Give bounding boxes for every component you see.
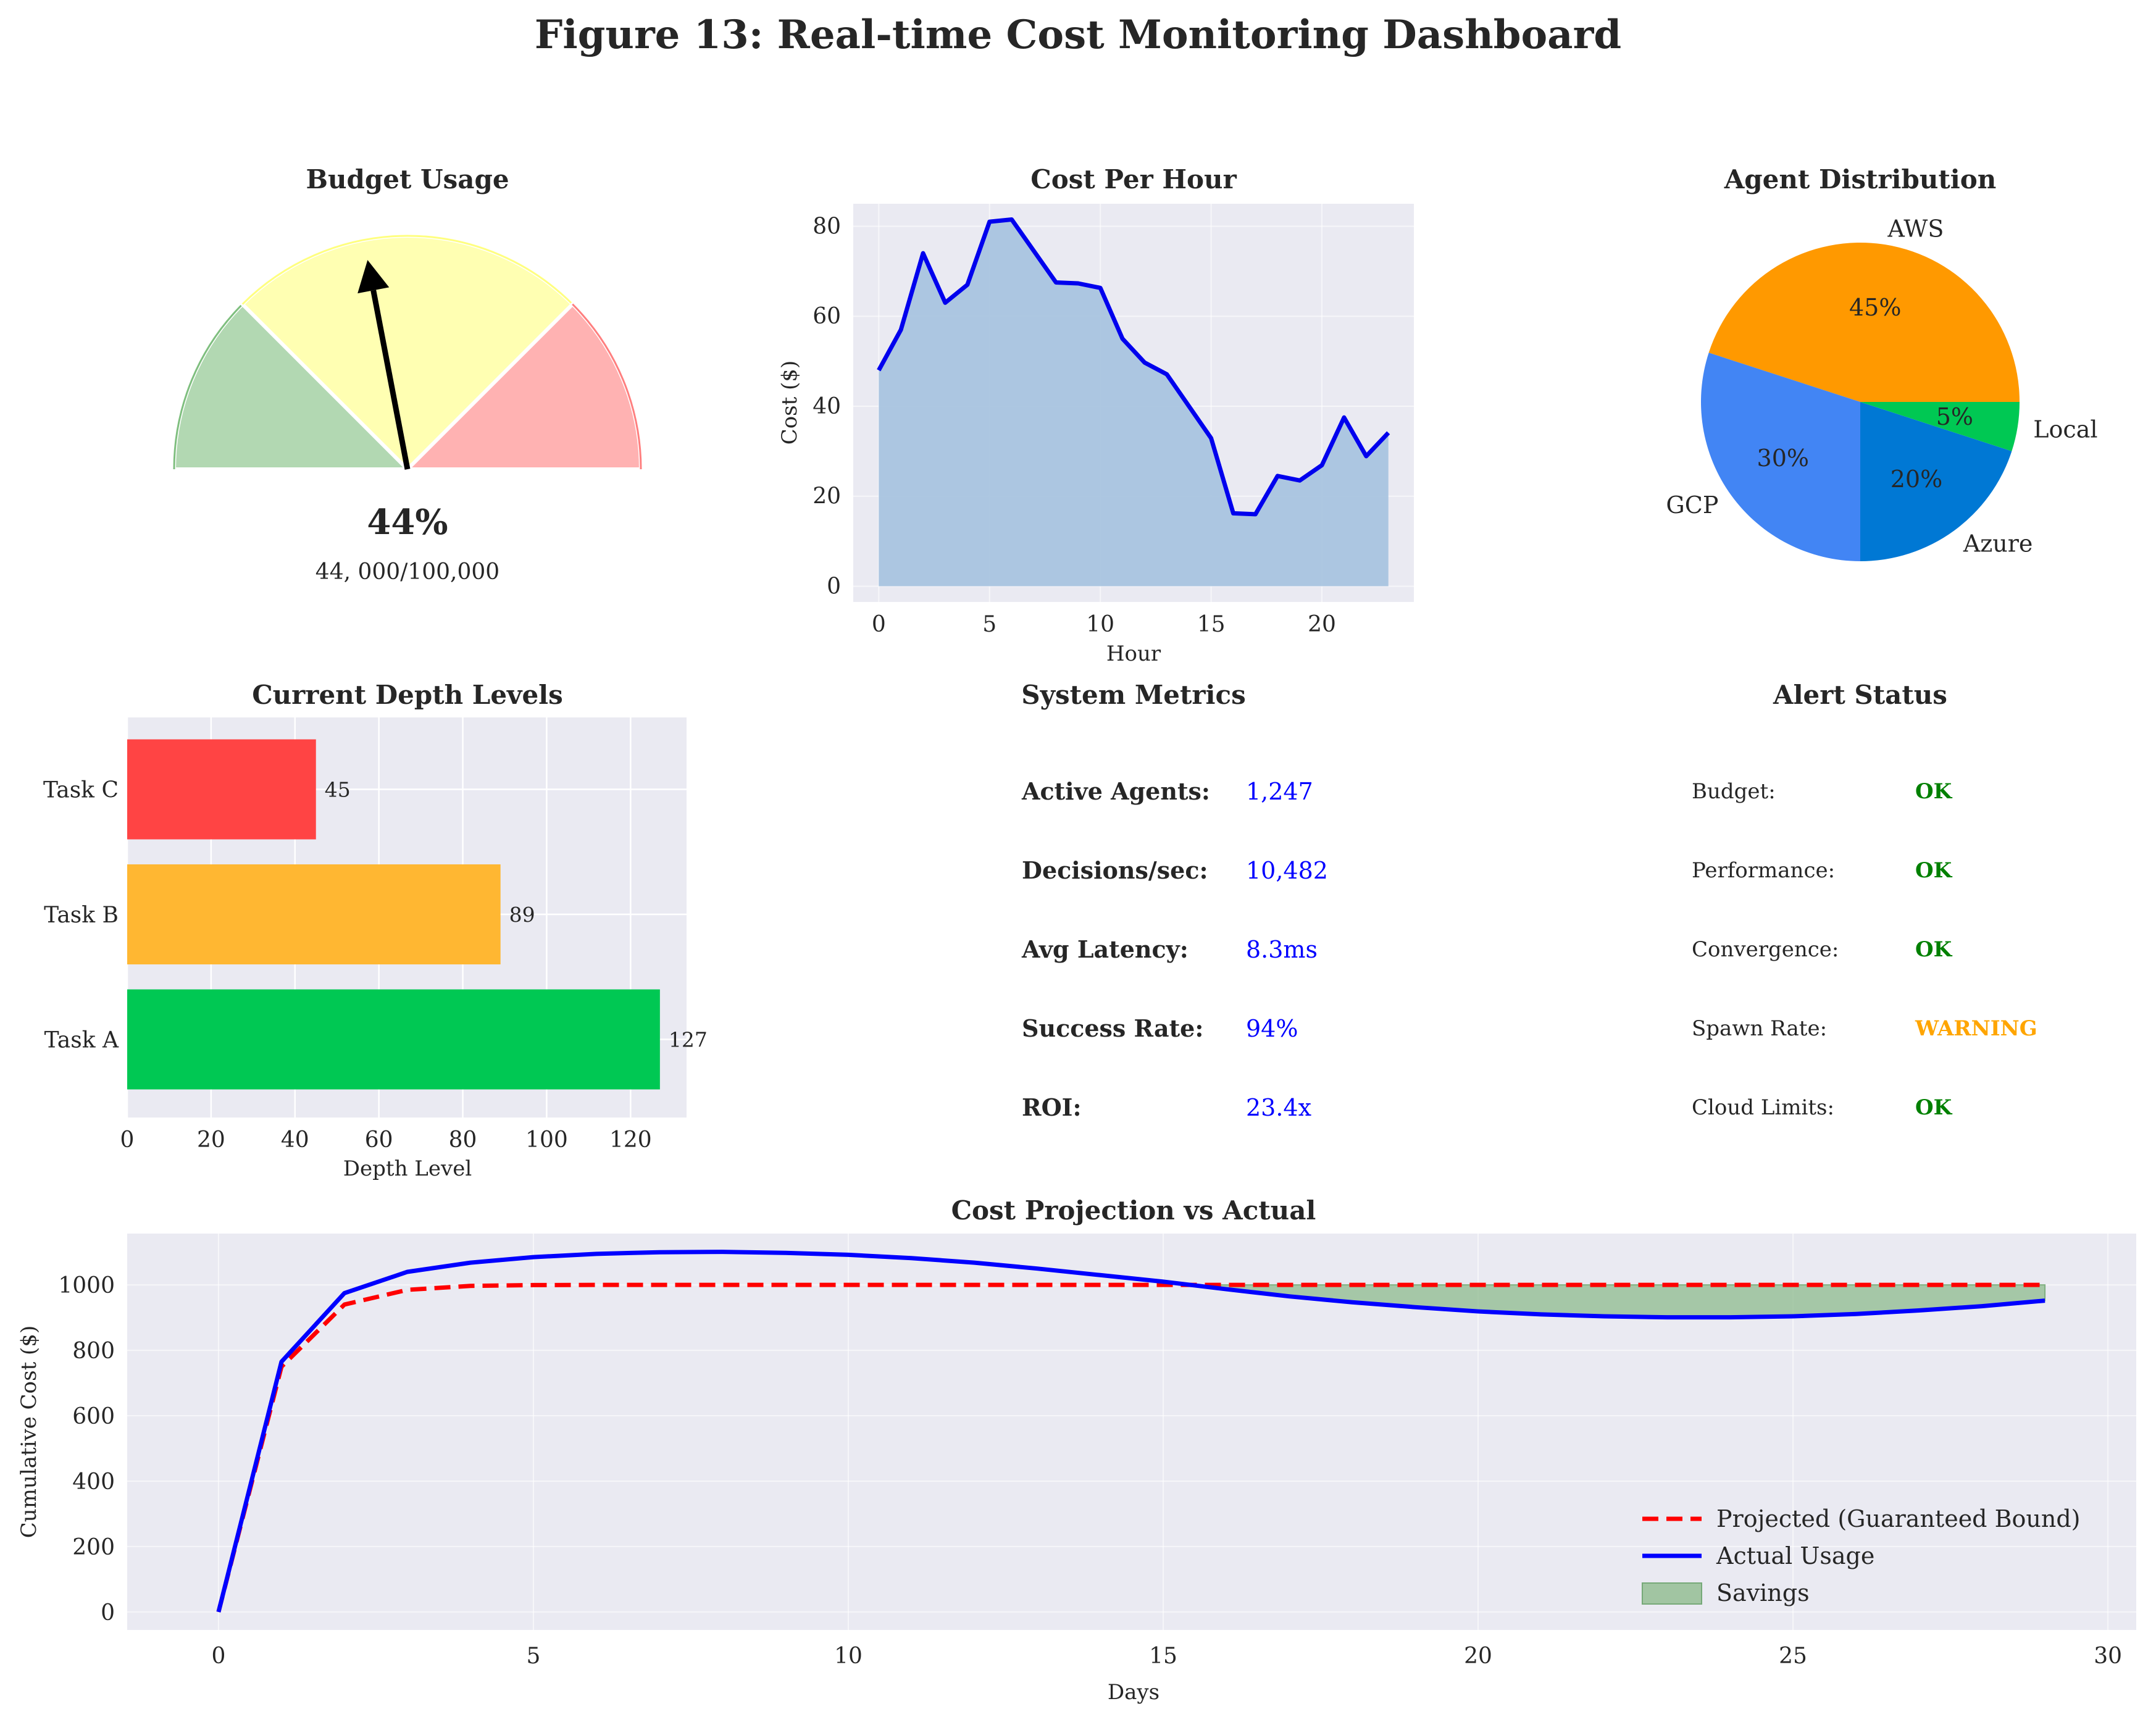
legend-actual-label: Actual Usage <box>1716 1542 1874 1569</box>
metric-label: Success Rate: <box>1022 1014 1203 1042</box>
metric-value: 8.3ms <box>1246 936 1318 963</box>
alert-label: Budget: <box>1692 779 1776 804</box>
metric-label: Active Agents: <box>1021 777 1210 805</box>
cost-hour-ytick-0: 0 <box>827 574 841 599</box>
alert-value: OK <box>1915 779 1953 804</box>
depth-title: Current Depth Levels <box>252 680 563 710</box>
depth-category-0: Task A <box>44 1028 119 1053</box>
depth-xtick-0: 0 <box>120 1127 135 1153</box>
projection-ytick-2: 400 <box>72 1469 115 1495</box>
projection-xlabel: Days <box>1108 1680 1159 1705</box>
depth-xtick-2: 40 <box>281 1127 309 1153</box>
gauge-percent: 44% <box>367 502 448 543</box>
projection-xtick-2: 10 <box>834 1644 863 1669</box>
depth-levels-panel: 0 20 40 60 80 100 120 Task A 127 Task B 89 Task C 45… <box>43 680 708 1181</box>
legend-projected-label: Projected (Guaranteed Bound) <box>1716 1505 2080 1532</box>
projection-ytick-4: 800 <box>72 1339 115 1364</box>
depth-xlabel: Depth Level <box>343 1156 472 1181</box>
depth-bar-1 <box>127 864 501 964</box>
cost-projection-panel: 0 5 10 15 20 25 30 0 200 400 600 800 1000 Projected (… <box>17 1195 2136 1705</box>
figure-title: Figure 13: Real-time Cost Monitoring Das… <box>535 12 1621 58</box>
metric-label: Decisions/sec: <box>1022 856 1208 884</box>
projection-ylabel: Cumulative Cost ($) <box>17 1326 41 1538</box>
alert-value: OK <box>1915 937 1953 962</box>
system-metrics-title: System Metrics <box>1021 680 1245 710</box>
projection-xtick-0: 0 <box>211 1644 225 1669</box>
metric-value: 1,247 <box>1246 778 1313 805</box>
legend-savings-label: Savings <box>1716 1579 1810 1606</box>
projection-ytick-0: 0 <box>101 1600 115 1626</box>
depth-value-label-1: 89 <box>509 903 535 927</box>
projection-xtick-5: 25 <box>1779 1644 1807 1669</box>
depth-xtick-1: 20 <box>197 1127 225 1153</box>
projection-xtick-3: 15 <box>1149 1644 1177 1669</box>
budget-title: Budget Usage <box>306 164 509 194</box>
cost-per-hour-panel: 0 5 10 15 20 0 20 40 60 80 Cost Per Hour Hour Cost (… <box>777 164 1414 666</box>
cost-hour-xtick-3: 15 <box>1197 612 1226 637</box>
depth-category-2: Task C <box>43 778 119 803</box>
alert-label: Performance: <box>1692 858 1835 883</box>
projection-ytick-5: 1000 <box>58 1273 115 1298</box>
alert-value: OK <box>1915 858 1953 883</box>
pie-pct-gcp: 30% <box>1757 445 1809 472</box>
cost-hour-ytick-2: 40 <box>813 394 841 419</box>
pie-label-local: Local <box>2033 416 2097 443</box>
alert-value: WARNING <box>1915 1016 2037 1041</box>
cost-hour-xtick-0: 0 <box>872 612 886 637</box>
alert-label: Convergence: <box>1692 937 1839 962</box>
cost-hour-xlabel: Hour <box>1106 641 1161 666</box>
cost-hour-ytick-4: 80 <box>813 214 841 239</box>
cost-hour-ytick-3: 60 <box>813 304 841 329</box>
cost-hour-ytick-1: 20 <box>813 484 841 509</box>
metric-value: 23.4x <box>1246 1094 1311 1121</box>
depth-xtick-3: 60 <box>365 1127 393 1153</box>
cost-hour-xtick-4: 20 <box>1308 612 1336 637</box>
projection-xtick-1: 5 <box>526 1644 540 1669</box>
depth-xtick-6: 120 <box>609 1127 652 1153</box>
agent-distribution-panel: Agent Distribution AWS 45% GCP 30% Azure 20% Lo… <box>1666 164 2097 561</box>
alert-label: Cloud Limits: <box>1692 1095 1834 1120</box>
metric-value: 94% <box>1246 1015 1298 1042</box>
cost-hour-xtick-1: 5 <box>982 612 997 637</box>
pie-label-gcp: GCP <box>1666 491 1718 519</box>
cost-hour-title: Cost Per Hour <box>1030 164 1237 194</box>
depth-value-label-0: 127 <box>669 1028 708 1052</box>
depth-xtick-5: 100 <box>525 1127 568 1153</box>
alert-status-title: Alert Status <box>1773 680 1947 710</box>
metric-value: 10,482 <box>1246 857 1328 884</box>
alert-value: OK <box>1915 1095 1953 1120</box>
projection-ytick-1: 200 <box>72 1535 115 1560</box>
pie-label-azure: Azure <box>1963 530 2033 558</box>
depth-bar-2 <box>127 740 316 840</box>
projection-ytick-3: 600 <box>72 1404 115 1429</box>
alert-status-panel: Alert Status Budget: OK Performance: OK Conv… <box>1692 680 2037 1120</box>
budget-gauge-panel: Budget Usage 44% 44, 000/100,000 <box>174 164 641 585</box>
depth-xtick-4: 80 <box>449 1127 477 1153</box>
projection-xtick-4: 20 <box>1464 1644 1492 1669</box>
cost-hour-ylabel: Cost ($) <box>777 361 802 445</box>
pie-title: Agent Distribution <box>1724 164 1997 194</box>
metric-label: ROI: <box>1022 1093 1081 1121</box>
depth-value-label-2: 45 <box>325 778 351 802</box>
depth-bar-0 <box>127 990 660 1090</box>
alert-label: Spawn Rate: <box>1692 1016 1827 1041</box>
system-metrics-panel: System Metrics Active Agents: 1,247 Decisi… <box>1021 680 1328 1121</box>
projection-xtick-6: 30 <box>2094 1644 2122 1669</box>
gauge-amount: 44, 000/100,000 <box>315 559 499 585</box>
legend-savings-swatch <box>1642 1583 1702 1604</box>
pie-pct-local: 5% <box>1936 403 1973 430</box>
metric-label: Avg Latency: <box>1021 935 1189 963</box>
cost-hour-xtick-2: 10 <box>1086 612 1114 637</box>
depth-category-1: Task B <box>44 903 119 928</box>
pie-pct-azure: 20% <box>1891 466 1942 493</box>
pie-pct-aws: 45% <box>1849 294 1901 321</box>
pie-label-aws: AWS <box>1887 215 1944 243</box>
projection-title: Cost Projection vs Actual <box>951 1195 1316 1226</box>
